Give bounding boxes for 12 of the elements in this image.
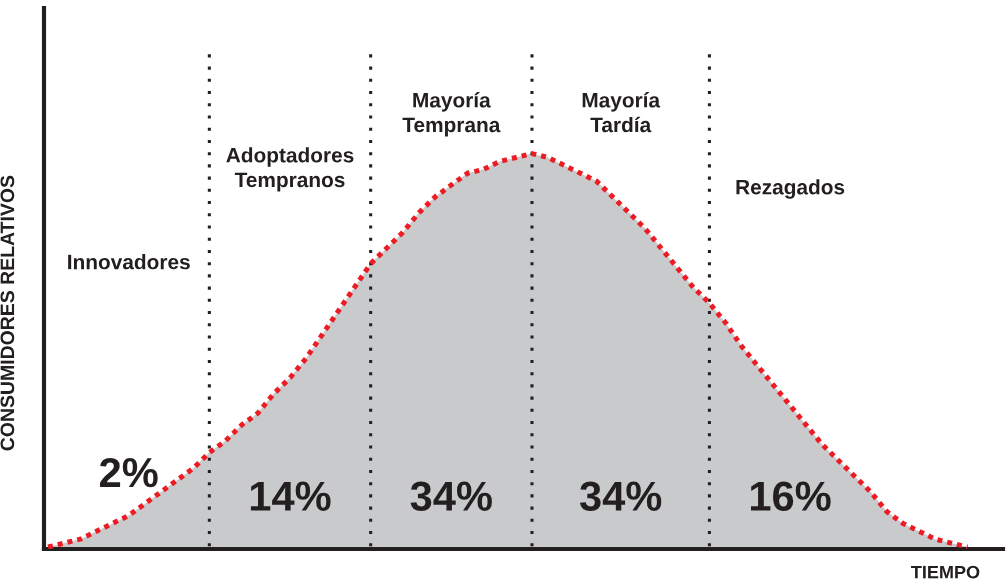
annotation: 16% — [751, 481, 831, 511]
text: Mayoría Tardía — [582, 92, 661, 133]
x-axis-title: TIEMPO — [911, 565, 980, 579]
annotation: 2% — [100, 457, 158, 488]
annotation: Rezagados — [736, 179, 845, 199]
annotation: Innovadores — [68, 254, 190, 270]
annotation: 34% — [579, 481, 662, 512]
text: Mayoría Temprana — [402, 92, 501, 137]
y-axis-title: CONSUMIDORES RELATIVOS — [0, 175, 15, 451]
annotation: Adoptadores Tempranos — [226, 147, 354, 192]
annotation: 34% — [410, 481, 492, 512]
annotation: 14% — [250, 481, 331, 511]
